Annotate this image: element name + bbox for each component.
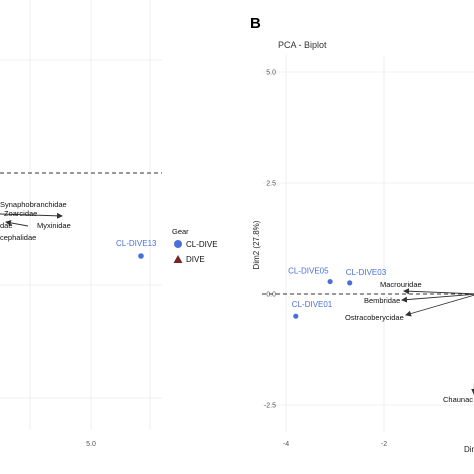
- loading-arrow: [403, 288, 474, 295]
- panel-b-loading-label: Bembridae: [364, 296, 400, 305]
- panel-a-loading-label: Synaphobranchidae: [0, 200, 67, 209]
- y-tick-label: 5.0: [266, 70, 276, 77]
- panel-label: B: [250, 15, 261, 32]
- data-point: [347, 280, 353, 286]
- panel-b-loading-label: Macrouridae: [380, 280, 422, 289]
- panel-a-loading-label: Myxinidae: [37, 221, 71, 230]
- panel-a-loading-labels: Synaphobranchidae Zoarcidae dae Myxinida…: [0, 200, 71, 242]
- point-label: CL-DIVE05: [288, 267, 329, 276]
- legend: Gear CL-DIVE DIVE: [172, 227, 218, 264]
- panel-b-x-ticks: -4 -2: [283, 441, 387, 448]
- y-tick-label: 0.0: [266, 292, 276, 299]
- plot-title: PCA - Biplot: [278, 40, 327, 50]
- panel-b-grid: [262, 55, 474, 432]
- point-label: CL-DIVE01: [292, 300, 333, 309]
- panel-a-loading-label: cephalidae: [0, 233, 36, 242]
- legend-circle-marker: [174, 240, 182, 248]
- legend-item-label: CL-DIVE: [186, 240, 218, 249]
- data-point: [293, 313, 299, 319]
- panel-a-point-cl-dive13: [138, 253, 144, 259]
- legend-triangle-marker: [173, 255, 183, 263]
- panel-b-points: CL-DIVE05 CL-DIVE03 CL-DIVE01: [288, 267, 387, 319]
- legend-item-label: DIVE: [186, 255, 205, 264]
- x-axis-title: Dim1: [464, 445, 474, 454]
- data-point: [327, 278, 333, 285]
- loading-arrow: [5, 219, 29, 227]
- loading-arrow: [405, 294, 474, 317]
- panel-a: Synaphobranchidae Zoarcidae dae Myxinida…: [0, 0, 162, 448]
- panel-a-x-tick: 5.0: [86, 441, 96, 448]
- panel-b-loading-labels: Macrouridae Bembridae Ostracoberycidae C…: [345, 280, 473, 404]
- y-tick-label: -2.5: [264, 403, 276, 410]
- x-tick-label: -4: [283, 441, 289, 448]
- panel-b-y-ticks: 5.0 2.5 0.0 -2.5: [264, 70, 276, 410]
- panel-a-point-label: CL-DIVE13: [116, 239, 157, 248]
- panel-a-loading-label: Zoarcidae: [4, 209, 37, 218]
- panel-b-loading-arrows: [401, 288, 474, 395]
- loading-arrow: [401, 293, 474, 303]
- panel-a-loading-arrows: [0, 212, 63, 227]
- y-axis-title: Dim2 (27.8%): [252, 220, 261, 269]
- panel-a-loading-label: dae: [0, 221, 13, 230]
- loading-arrow: [0, 212, 63, 219]
- legend-title: Gear: [172, 227, 189, 236]
- panel-b-loading-label: Ostracoberycidae: [345, 313, 404, 322]
- x-tick-label: -2: [381, 441, 387, 448]
- y-tick-label: 2.5: [266, 181, 276, 188]
- point-label: CL-DIVE03: [346, 268, 387, 277]
- panel-b-loading-label: Chaunac: [443, 395, 473, 404]
- panel-b: B PCA - Biplot 5.0 2.5 0.0 -2.5 -4 -2 Dim2 (…: [250, 15, 474, 454]
